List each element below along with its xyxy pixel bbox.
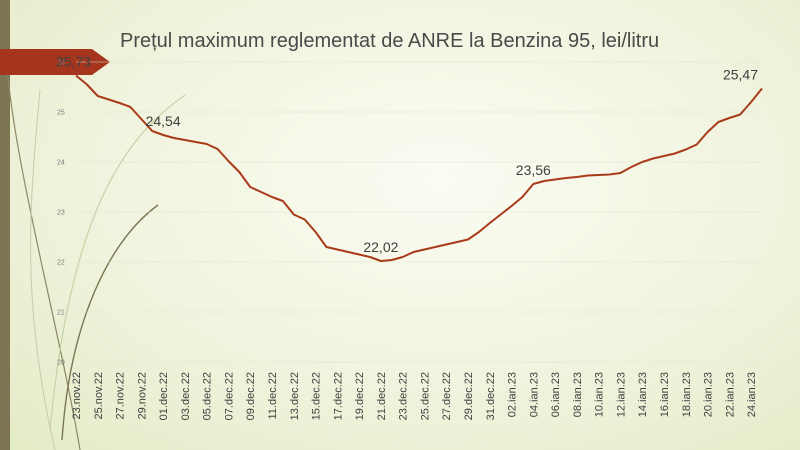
y-tick-label: 24 bbox=[57, 160, 65, 167]
x-tick-label: 15.dec.22 bbox=[311, 372, 323, 420]
x-tick-label: 03.dec.22 bbox=[180, 372, 192, 420]
x-tick-label: 01.dec.22 bbox=[158, 372, 170, 420]
data-label: 22,02 bbox=[363, 239, 398, 255]
x-tick-label: 27.dec.22 bbox=[441, 372, 453, 420]
series-line bbox=[75, 74, 763, 262]
x-tick-label: 20.ian.23 bbox=[703, 372, 715, 417]
x-tick-label: 31.dec.22 bbox=[485, 372, 497, 420]
x-tick-label: 24.ian.23 bbox=[746, 372, 758, 417]
x-tick-label: 25.dec.22 bbox=[419, 372, 431, 420]
x-tick-label: 22.ian.23 bbox=[724, 372, 736, 417]
x-tick-label: 14.ian.23 bbox=[637, 372, 649, 417]
left-accent-bar bbox=[0, 0, 10, 450]
x-tick-label: 16.ian.23 bbox=[659, 372, 671, 417]
x-tick-label: 10.ian.23 bbox=[594, 372, 606, 417]
data-label: 25,47 bbox=[723, 67, 758, 83]
x-tick-label: 19.dec.22 bbox=[354, 372, 366, 420]
y-tick-label: 22 bbox=[57, 260, 65, 267]
x-tick-label: 25.nov.22 bbox=[93, 372, 105, 420]
x-tick-label: 17.dec.22 bbox=[332, 372, 344, 420]
y-tick-label: 21 bbox=[57, 310, 65, 317]
data-label: 25,73 bbox=[56, 54, 91, 70]
data-label: 23,56 bbox=[516, 162, 551, 178]
x-tick-label: 18.ian.23 bbox=[681, 372, 693, 417]
x-tick-label: 09.dec.22 bbox=[245, 372, 257, 420]
x-tick-label: 12.ian.23 bbox=[615, 372, 627, 417]
x-tick-label: 27.nov.22 bbox=[115, 372, 127, 420]
chart-title: Prețul maximum reglementat de ANRE la Be… bbox=[120, 30, 660, 52]
y-tick-label: 25 bbox=[57, 110, 65, 117]
data-label: 24,54 bbox=[146, 113, 181, 129]
x-tick-label: 23.nov.22 bbox=[71, 372, 83, 420]
y-tick-label: 23 bbox=[57, 210, 65, 217]
x-tick-label: 04.ian.23 bbox=[528, 372, 540, 417]
x-tick-label: 13.dec.22 bbox=[289, 372, 301, 420]
x-tick-label: 29.dec.22 bbox=[463, 372, 475, 420]
x-tick-label: 07.dec.22 bbox=[223, 372, 235, 420]
x-tick-label: 02.ian.23 bbox=[507, 372, 519, 417]
x-tick-label: 08.ian.23 bbox=[572, 372, 584, 417]
y-tick-label: 26 bbox=[57, 60, 65, 67]
x-tick-label: 06.ian.23 bbox=[550, 372, 562, 417]
x-tick-label: 23.dec.22 bbox=[398, 372, 410, 420]
x-tick-label: 21.dec.22 bbox=[376, 372, 388, 420]
x-tick-label: 29.nov.22 bbox=[136, 372, 148, 420]
x-tick-label: 05.dec.22 bbox=[202, 372, 214, 420]
y-tick-label: 20 bbox=[57, 360, 65, 367]
x-tick-label: 11.dec.22 bbox=[267, 372, 279, 420]
